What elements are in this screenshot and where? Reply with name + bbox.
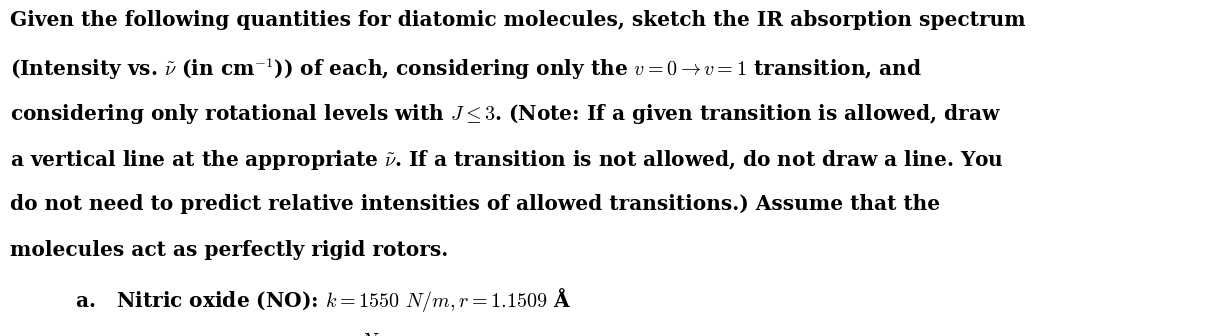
Text: a.   Nitric oxide (NO): $k = 1550$ $N/m, r = 1.1509$ Å: a. Nitric oxide (NO): $k = 1550$ $N/m, r… bbox=[75, 286, 572, 314]
Text: Given the following quantities for diatomic molecules, sketch the IR absorption : Given the following quantities for diato… bbox=[10, 10, 1025, 30]
Text: do not need to predict relative intensities of allowed transitions.) Assume that: do not need to predict relative intensit… bbox=[10, 194, 939, 214]
Text: considering only rotational levels with $J \leq 3$. (Note: If a given transition: considering only rotational levels with … bbox=[10, 102, 1001, 126]
Text: a vertical line at the appropriate $\tilde{\nu}$. If a transition is not allowed: a vertical line at the appropriate $\til… bbox=[10, 148, 1003, 172]
Text: (Intensity vs. $\tilde{\nu}$ (in cm$^{-1}$)) of each, considering only the $v = : (Intensity vs. $\tilde{\nu}$ (in cm$^{-1… bbox=[10, 56, 921, 82]
Text: b.   Nitrogen (N$_2$): $k = 2287\dfrac{N}{m}, r = 1.0975$ Å: b. Nitrogen (N$_2$): $k = 2287\dfrac{N}{… bbox=[75, 332, 502, 336]
Text: molecules act as perfectly rigid rotors.: molecules act as perfectly rigid rotors. bbox=[10, 240, 447, 260]
